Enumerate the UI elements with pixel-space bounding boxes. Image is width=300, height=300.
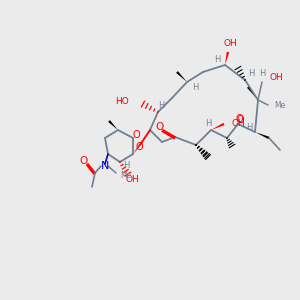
Text: H: H	[259, 70, 265, 79]
Text: OH: OH	[232, 119, 246, 128]
Text: O: O	[236, 115, 244, 125]
Polygon shape	[247, 86, 258, 100]
Text: O: O	[135, 142, 143, 152]
Text: N: N	[101, 161, 109, 171]
Text: OH: OH	[125, 176, 139, 184]
Text: HO: HO	[115, 98, 129, 106]
Text: Me: Me	[274, 100, 285, 109]
Text: H: H	[158, 100, 164, 109]
Text: H: H	[205, 118, 211, 127]
Text: Me: Me	[120, 170, 131, 179]
Text: H: H	[192, 82, 198, 91]
Text: O: O	[235, 114, 243, 124]
Text: OH: OH	[270, 73, 284, 82]
Text: H: H	[123, 161, 129, 170]
Text: O: O	[155, 122, 163, 132]
Text: H: H	[246, 122, 252, 131]
Text: OH: OH	[223, 40, 237, 49]
Polygon shape	[255, 132, 269, 139]
Polygon shape	[176, 71, 187, 82]
Polygon shape	[108, 120, 118, 130]
Text: O: O	[79, 156, 87, 166]
Polygon shape	[225, 52, 229, 65]
Text: H: H	[248, 68, 254, 77]
Polygon shape	[133, 141, 143, 154]
Polygon shape	[211, 123, 224, 130]
Text: O: O	[132, 130, 140, 140]
Text: H: H	[214, 56, 220, 64]
